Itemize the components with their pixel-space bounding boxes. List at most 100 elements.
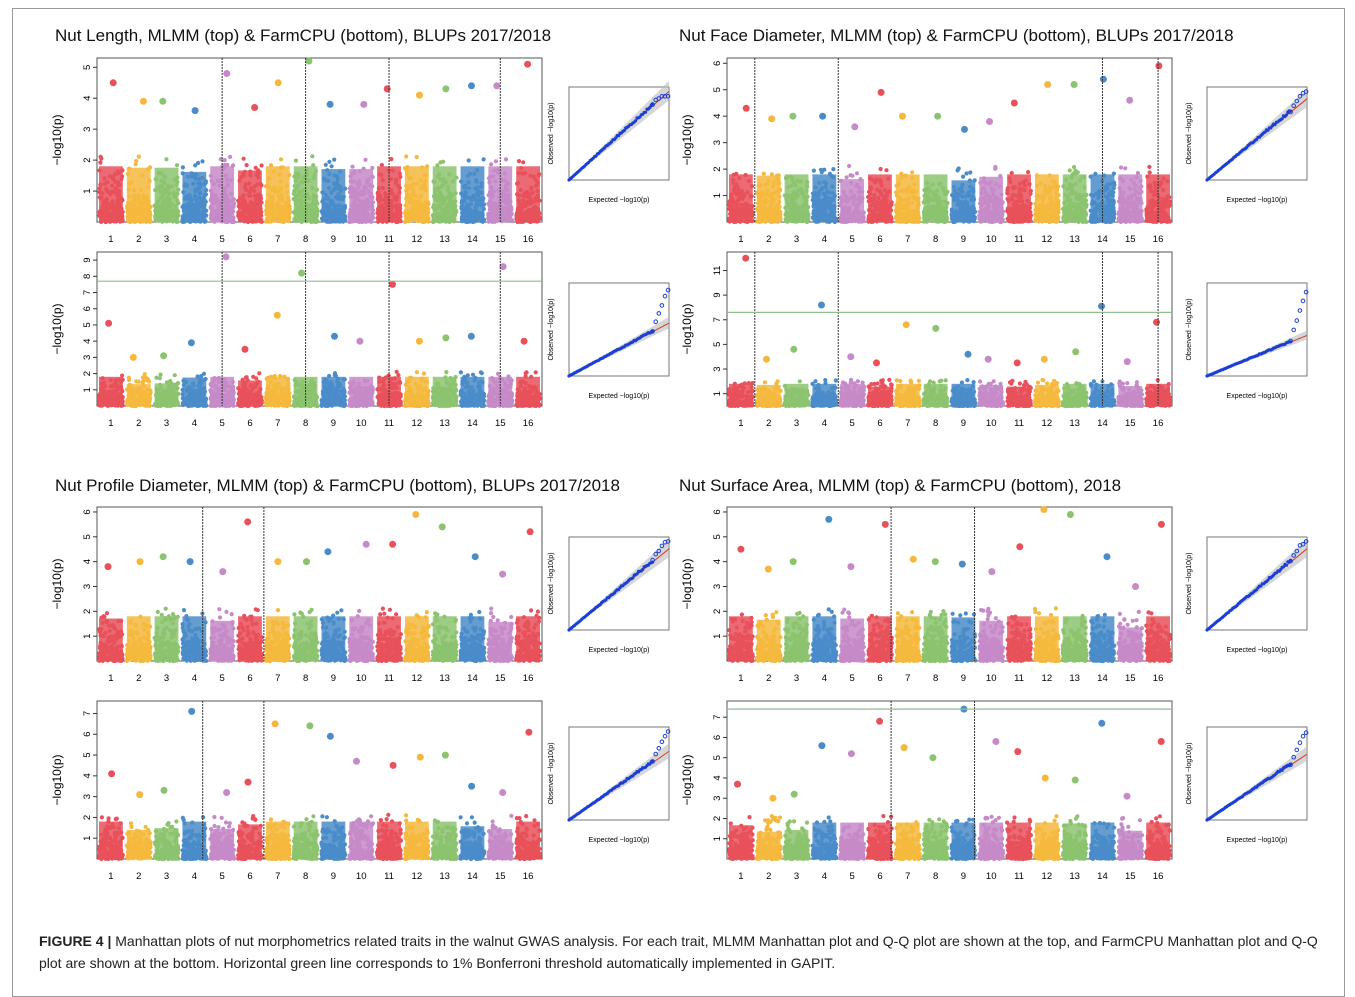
chromosome-13-points [430,85,459,225]
peak-snp-point [298,269,306,277]
snp-band [404,376,429,406]
chromosome-6-points [236,345,264,408]
snp-point [438,160,443,165]
snp-point [141,379,146,384]
chromosome-label: 10 [356,234,367,245]
chromosome-6-points [236,104,264,225]
snp-point [168,378,173,384]
chromosome-1-points [97,319,125,408]
chromosome-10-points [347,337,375,409]
chromosome-11-points [375,85,403,225]
chromosome-label: 11 [384,418,394,429]
snp-point [98,160,103,165]
peak-snp-point [160,352,168,360]
peak-snp-point [389,280,396,288]
snp-point [311,163,316,168]
chromosome-10-points [347,100,376,225]
snp-point [323,162,328,167]
snp-point [363,157,368,162]
chromosome-12-points [402,337,431,409]
snp-point [327,159,332,164]
snp-point [310,154,315,159]
peak-snp-point [129,353,137,361]
chromosome-label: 6 [247,234,252,245]
chromosome-label: 4 [192,234,197,245]
snp-point [466,158,471,163]
snp-point [414,154,419,160]
snp-point [370,165,375,171]
snp-point [329,164,334,169]
peak-snp-point [139,97,147,105]
chromosome-1-points [97,79,125,224]
snp-band [432,166,457,222]
snp-point [244,163,249,168]
chromosome-label: 6 [247,418,252,429]
chromosome-label: 7 [275,418,280,429]
snp-point [193,163,198,168]
chromosome-label: 13 [439,234,450,245]
y-tick-label: 1 [82,387,93,392]
y-tick-label: 5 [82,65,93,70]
peak-snp-point [105,319,113,327]
snp-point [278,157,284,162]
snp-point [140,375,146,380]
chromosome-label: 4 [192,418,197,429]
snp-point [201,371,207,376]
snp-point [332,157,337,162]
snp-point [164,157,169,162]
peak-snp-point [191,107,199,115]
snp-band [265,376,290,406]
snp-point [268,163,274,168]
snp-point [145,377,150,382]
snp-band [349,169,374,222]
peak-snp-point [331,332,338,340]
chromosome-14-points [459,82,487,225]
snp-band [99,166,123,222]
snp-point [99,156,104,161]
snp-point [444,370,449,375]
peak-snp-point [416,91,423,99]
chromosome-4-points [180,107,209,224]
snp-point [154,375,159,380]
peak-snp-point [109,79,117,87]
snp-point [222,158,227,163]
peak-snp-point [273,311,281,319]
snp-point [350,164,355,169]
snp-point [136,379,141,384]
y-tick-label: 3 [82,127,93,132]
peak-snp-point [383,85,391,93]
y-tick-label: 6 [82,306,93,311]
y-tick-label: 2 [82,157,93,162]
y-tick-label: 2 [82,371,93,376]
snp-point [503,157,509,162]
snp-point [421,371,427,376]
snp-band [182,377,207,406]
panel-title-nut-profile-diameter: Nut Profile Diameter, MLMM (top) & FarmC… [55,476,620,496]
snp-band [154,167,179,222]
snp-point [195,374,200,379]
snp-point [127,377,132,383]
snp-point [489,162,494,167]
snp-point [200,159,205,164]
peak-snp-point [223,70,231,77]
snp-point [134,158,139,164]
panel-title-nut-length: Nut Length, MLMM (top) & FarmCPU (bottom… [55,26,551,46]
snp-point [414,370,419,375]
snp-point [481,157,486,162]
snp-point [199,374,204,379]
snp-band [321,169,346,222]
y-tick-label: 8 [82,274,93,279]
peak-snp-point [468,82,475,90]
snp-point [259,163,264,168]
snp-band [321,376,346,406]
chromosome-16-points [514,60,542,225]
snp-band [238,380,262,406]
peak-snp-point [305,57,313,65]
snp-band [404,166,429,222]
chromosome-label: 16 [523,234,534,245]
snp-point [174,163,180,168]
snp-point [521,160,526,165]
snp-point [293,158,298,163]
snp-point [253,165,258,170]
